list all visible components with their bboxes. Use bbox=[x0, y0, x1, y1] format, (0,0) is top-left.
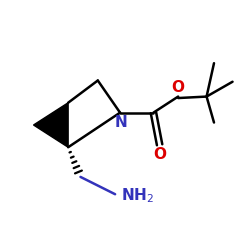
Polygon shape bbox=[34, 103, 68, 147]
Text: O: O bbox=[172, 80, 185, 96]
Text: N: N bbox=[114, 114, 127, 130]
Text: NH$_2$: NH$_2$ bbox=[121, 186, 154, 205]
Text: O: O bbox=[153, 147, 166, 162]
